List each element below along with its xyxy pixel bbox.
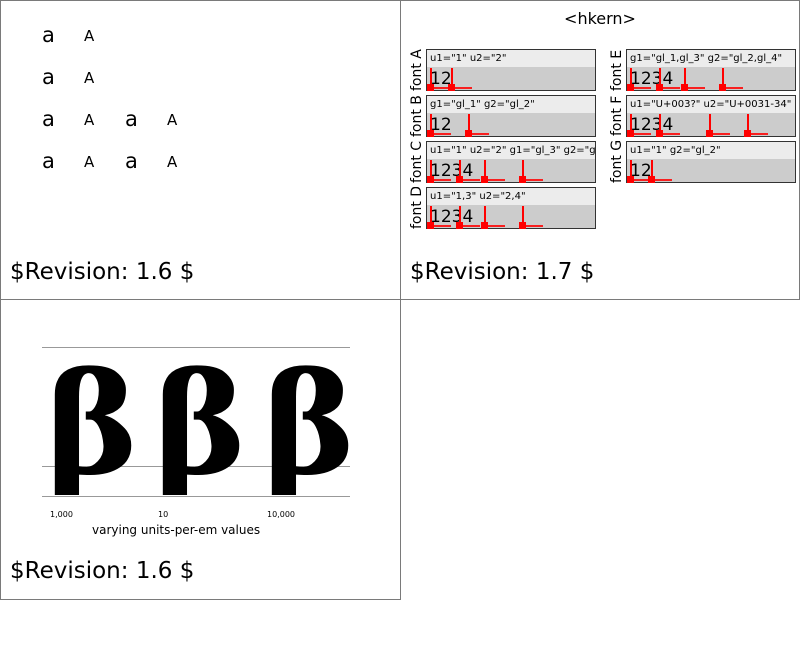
kerned-digits: 12	[430, 69, 452, 89]
kerned-digits: 12	[630, 161, 652, 181]
revision-label: $Revision: 1.6 $	[10, 259, 195, 285]
panel-title: <hkern>	[564, 9, 636, 28]
glyph-upper-a: A	[84, 111, 95, 129]
test-panel-hkern: <hkern> font A u1="1" u2="2" 12 font B g…	[400, 0, 800, 300]
beta-glyph-10000: β	[263, 355, 356, 495]
upm-label-10000: 10,000	[267, 510, 295, 519]
baseline-line	[42, 496, 350, 497]
glyph-upper-a: A	[84, 153, 95, 171]
kern-attributes: g1="gl_1,gl_3" g2="gl_2,gl_4"	[627, 50, 795, 67]
font-label-text: font D	[409, 187, 425, 229]
glyph-upper-a: A	[167, 111, 178, 129]
font-label: font D	[409, 187, 425, 229]
kern-box: u1="1" u2="2" g1="gl_3" g2="gl_4" 1234	[426, 141, 596, 183]
kern-test-font-f: font F u1="U+003?" u2="U+0031-34" 1234	[609, 95, 796, 137]
kern-test-font-d: font D u1="1,3" u2="2,4" 1234	[409, 187, 596, 229]
upm-label-1000: 1,000	[50, 510, 73, 519]
kern-test-font-e: font E g1="gl_1,gl_3" g2="gl_2,gl_4" 123…	[609, 49, 796, 91]
glyph-lower-a: a	[42, 107, 55, 131]
revision-label: $Revision: 1.7 $	[410, 259, 595, 285]
kern-test-font-a: font A u1="1" u2="2" 12	[409, 49, 596, 91]
kern-box: g1="gl_1,gl_3" g2="gl_2,gl_4" 1234	[626, 49, 796, 91]
font-label-text: font G	[609, 141, 625, 183]
font-label-text: font C	[409, 141, 425, 183]
font-label: font A	[409, 49, 425, 91]
kerned-digits: 1234	[430, 207, 474, 227]
glyph-upper-a: A	[84, 69, 95, 87]
font-label-text: font B	[409, 95, 425, 137]
kern-attributes: u1="U+003?" u2="U+0031-34"	[627, 96, 795, 113]
kern-box: u1="1,3" u2="2,4" 1234	[426, 187, 596, 229]
font-label: font B	[409, 95, 425, 137]
glyph-upper-a: A	[84, 27, 95, 45]
upm-label-10: 10	[158, 510, 169, 519]
glyph-lower-a: a	[125, 149, 138, 173]
kerned-digits: 1234	[630, 69, 674, 89]
font-label-text: font E	[609, 49, 625, 91]
kern-test-font-b: font B g1="gl_1" g2="gl_2" 12	[409, 95, 596, 137]
kern-attributes: u1="1,3" u2="2,4"	[427, 188, 595, 205]
beta-glyph-10: β	[154, 355, 247, 495]
test-panel-units-per-em: $Revision: 1.6 $	[0, 299, 401, 600]
kerned-digits: 12	[430, 115, 452, 135]
kern-test-font-c: font C u1="1" u2="2" g1="gl_3" g2="gl_4"…	[409, 141, 596, 183]
font-label: font E	[609, 49, 625, 91]
glyph-lower-a: a	[42, 23, 55, 47]
glyph-lower-a: a	[42, 149, 55, 173]
kerned-digits: 1234	[430, 161, 474, 181]
font-label-text: font A	[409, 49, 425, 91]
xheight-line	[42, 466, 350, 467]
kern-test-font-g: font G u1="1" g2="gl_2" 12	[609, 141, 796, 183]
kern-box: g1="gl_1" g2="gl_2" 12	[426, 95, 596, 137]
font-label: font G	[609, 141, 625, 183]
glyph-upper-a: A	[167, 153, 178, 171]
font-label: font C	[409, 141, 425, 183]
kerned-digits: 1234	[630, 115, 674, 135]
kern-box: u1="1" g2="gl_2" 12	[626, 141, 796, 183]
font-label: font F	[609, 95, 625, 137]
revision-label: $Revision: 1.6 $	[10, 558, 195, 584]
caption: varying units-per-em values	[92, 523, 261, 537]
font-label-text: font F	[609, 95, 625, 137]
glyph-lower-a: a	[125, 107, 138, 131]
beta-glyph-1000: β	[46, 355, 139, 495]
ascent-line	[42, 347, 350, 348]
kern-attributes: u1="1" g2="gl_2"	[627, 142, 795, 159]
kern-attributes: g1="gl_1" g2="gl_2"	[427, 96, 595, 113]
kern-attributes: u1="1" u2="2" g1="gl_3" g2="gl_4"	[427, 142, 595, 159]
glyph-lower-a: a	[42, 65, 55, 89]
kern-attributes: u1="1" u2="2"	[427, 50, 595, 67]
